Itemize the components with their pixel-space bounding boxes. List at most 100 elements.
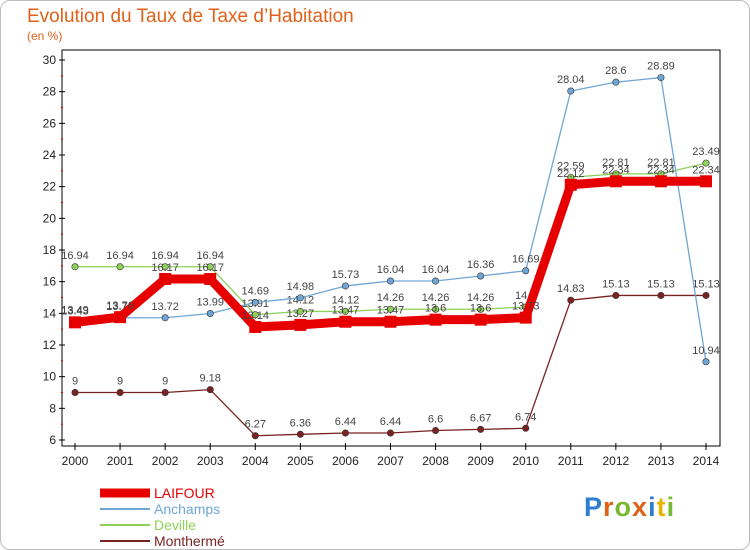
data-label: 6.36 — [290, 417, 311, 429]
data-label: 6.44 — [380, 416, 401, 428]
data-label: 13.49 — [61, 304, 89, 316]
y-tick-label: 8 — [49, 401, 56, 415]
data-label: 14.83 — [557, 283, 585, 295]
data-label: 16.94 — [151, 250, 179, 262]
y-tick-label: 20 — [43, 211, 57, 225]
chart-title: Evolution du Taux de Taxe d’Habitation — [27, 6, 354, 27]
data-label: 15.13 — [602, 278, 630, 290]
x-tick-label: 2013 — [648, 454, 675, 468]
y-tick-label: 6 — [49, 433, 56, 447]
data-label: 16.04 — [422, 264, 450, 276]
data-point — [341, 429, 349, 437]
data-point — [71, 388, 79, 396]
y-tick-label: 10 — [43, 370, 57, 384]
data-label: 28.89 — [647, 61, 675, 73]
x-tick-label: 2012 — [603, 454, 630, 468]
x-tick-label: 2003 — [197, 454, 224, 468]
data-point — [522, 424, 530, 432]
data-label: 14.26 — [377, 292, 405, 304]
logo-letter: i — [666, 492, 676, 522]
x-tick-label: 2010 — [512, 454, 539, 468]
y-tick-label: 22 — [43, 180, 57, 194]
y-tick-label: 16 — [43, 275, 57, 289]
data-point — [296, 294, 304, 302]
y-tick-label: 14 — [43, 306, 57, 320]
data-point — [700, 175, 712, 188]
data-point — [612, 78, 620, 86]
y-tick-label: 28 — [43, 85, 57, 99]
data-point — [294, 318, 307, 331]
data-label: 16.04 — [377, 264, 405, 276]
data-label: 6.6 — [428, 414, 443, 426]
data-label: 22.81 — [602, 157, 630, 169]
data-point — [206, 309, 214, 317]
data-label: 14.26 — [422, 292, 450, 304]
x-tick-label: 2004 — [242, 454, 269, 468]
y-tick-label: 24 — [43, 148, 57, 162]
data-label: 22.12 — [557, 168, 585, 180]
x-tick-label: 2006 — [332, 454, 359, 468]
data-label: 28.04 — [557, 74, 585, 86]
y-tick-label: 12 — [43, 338, 57, 352]
data-label: 15.73 — [332, 269, 360, 281]
data-point — [657, 291, 665, 299]
x-tick-label: 2002 — [152, 454, 179, 468]
data-point — [654, 175, 667, 188]
data-label: 6.44 — [335, 416, 356, 428]
logo-letter: t — [656, 492, 667, 522]
data-point — [114, 311, 127, 324]
data-point — [519, 311, 532, 324]
x-tick-label: 2007 — [377, 454, 404, 468]
data-label: 22.59 — [557, 160, 585, 172]
series-montherm-: 9 9 9 9.18 6.27 6.36 6.44 6.44 6.6 6.67 6.74 14.83 1… — [71, 278, 720, 440]
data-point — [432, 277, 440, 285]
data-label: 23.49 — [692, 146, 720, 158]
x-tick-label: 2014 — [693, 454, 720, 468]
data-label: 16.94 — [106, 250, 134, 262]
data-point — [702, 159, 710, 167]
chart-subtitle: (en %) — [27, 29, 63, 43]
data-label: 15.13 — [647, 278, 675, 290]
data-point — [206, 386, 214, 394]
data-point — [71, 263, 79, 271]
data-point — [432, 305, 440, 313]
data-label: 13.99 — [196, 296, 224, 308]
data-point — [609, 175, 622, 188]
plot-area — [61, 49, 721, 447]
data-point — [69, 316, 81, 329]
data-point — [384, 315, 397, 328]
series-laifour: 13.43 13.76 16.17 16.17 13.14 13.27 13.47 13.47… — [61, 164, 720, 333]
data-label: 14.98 — [287, 281, 315, 293]
data-label: 9 — [72, 376, 78, 388]
x-tick-label: 2000 — [62, 454, 89, 468]
data-point — [251, 432, 259, 440]
data-point — [477, 425, 485, 433]
data-point — [161, 314, 169, 322]
data-point — [567, 296, 575, 304]
data-point — [116, 263, 124, 271]
data-label: 16.94 — [196, 250, 224, 262]
data-point — [206, 263, 214, 271]
x-tick-label: 2008 — [422, 454, 449, 468]
data-point — [522, 267, 530, 275]
data-point — [702, 291, 710, 299]
data-label: 13.73 — [512, 301, 540, 313]
data-label: 16.17 — [196, 262, 224, 274]
data-label: 22.34 — [602, 164, 630, 176]
data-point — [477, 305, 485, 313]
logo-letter: r — [603, 492, 615, 522]
data-label: 22.81 — [647, 157, 675, 169]
data-label: 13.14 — [242, 310, 270, 322]
data-point — [612, 291, 620, 299]
data-point — [386, 305, 394, 313]
data-label: 13.72 — [151, 301, 179, 313]
data-label: 13.6 — [470, 303, 491, 315]
data-label: 6.27 — [245, 419, 266, 431]
data-label: 13.47 — [332, 305, 360, 317]
logo-letter: x — [632, 492, 649, 522]
data-label: 14.69 — [242, 285, 270, 297]
data-label: 16.36 — [467, 259, 495, 271]
